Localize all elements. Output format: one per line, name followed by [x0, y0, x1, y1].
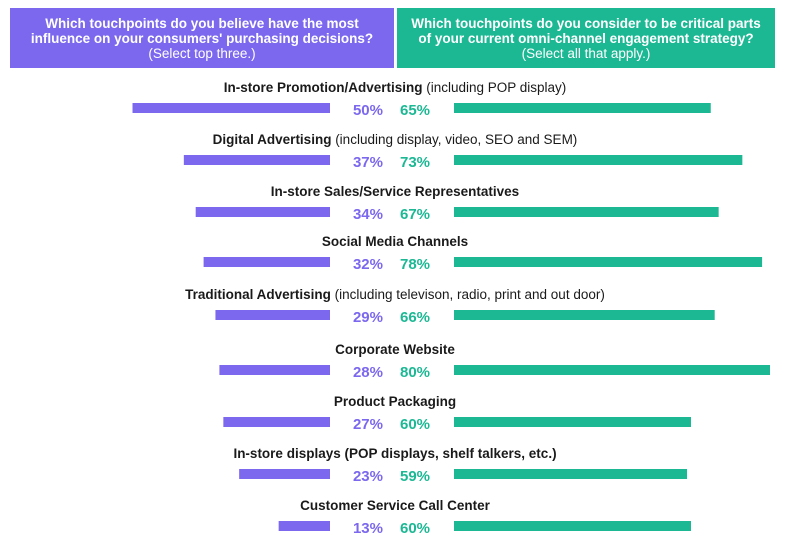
influence-value-label: 23% [353, 468, 383, 485]
chart-row: In-store Sales/Service Representatives 34… [195, 184, 719, 223]
category-label: In-store Promotion/Advertising (includin… [224, 80, 567, 95]
category-label: Corporate Website [335, 342, 455, 357]
influence-bar [215, 310, 330, 320]
critical-bar [454, 365, 770, 375]
influence-bar [203, 257, 330, 267]
category-label-suffix: (including POP display) [422, 80, 566, 95]
influence-value-label: 27% [353, 416, 383, 433]
chart-row: In-store Promotion/Advertising (includin… [132, 80, 711, 119]
critical-bar [454, 155, 743, 165]
chart-row: Social Media Channels 32% 78% [203, 234, 763, 273]
critical-value-label: 59% [400, 468, 430, 485]
left-question-header: Which touchpoints do you believe have th… [10, 8, 394, 68]
chart-row: Product Packaging 27% 60% [223, 394, 691, 433]
category-label: Traditional Advertising (including telev… [185, 287, 605, 302]
influence-bar [223, 417, 330, 427]
critical-bar [454, 469, 688, 479]
category-label-bold: In-store displays (POP displays, shelf t… [233, 446, 556, 461]
critical-bar [454, 310, 715, 320]
category-label-bold: Customer Service Call Center [300, 498, 491, 513]
critical-bar [454, 521, 691, 531]
influence-value-label: 13% [353, 520, 383, 537]
chart-row: Corporate Website 28% 80% [219, 342, 770, 381]
category-label: Product Packaging [334, 394, 456, 409]
category-label-suffix: (including televison, radio, print and o… [331, 287, 605, 302]
left-question-text: Which touchpoints do you believe have th… [30, 15, 374, 46]
critical-value-label: 78% [400, 256, 430, 273]
category-label: In-store Sales/Service Representatives [271, 184, 519, 199]
chart-row: Digital Advertising (including display, … [183, 132, 743, 171]
critical-value-label: 65% [400, 102, 430, 119]
category-label-suffix: (including display, video, SEO and SEM) [331, 132, 577, 147]
critical-value-label: 67% [400, 206, 430, 223]
critical-value-label: 73% [400, 154, 430, 171]
left-question-note: (Select top three.) [148, 45, 256, 61]
influence-bar [183, 155, 330, 165]
influence-value-label: 29% [353, 309, 383, 326]
critical-bar [454, 207, 719, 217]
right-question-header: Which touchpoints do you consider to be … [397, 8, 775, 68]
category-label: Digital Advertising (including display, … [213, 132, 578, 147]
critical-value-label: 66% [400, 309, 430, 326]
influence-value-label: 32% [353, 256, 383, 273]
influence-bar [278, 521, 330, 531]
critical-bar [454, 103, 711, 113]
critical-bar [454, 257, 763, 267]
influence-value-label: 28% [353, 364, 383, 381]
right-question-note: (Select all that apply.) [521, 45, 651, 61]
category-label-bold: Corporate Website [335, 342, 455, 357]
influence-value-label: 34% [353, 206, 383, 223]
influence-bar [219, 365, 330, 375]
influence-bar [195, 207, 330, 217]
category-label-bold: Product Packaging [334, 394, 456, 409]
influence-value-label: 37% [353, 154, 383, 171]
critical-bar [454, 417, 691, 427]
category-label: In-store displays (POP displays, shelf t… [233, 446, 556, 461]
right-question-text: Which touchpoints do you consider to be … [411, 15, 761, 46]
chart-row: In-store displays (POP displays, shelf t… [233, 446, 688, 485]
category-label-bold: Digital Advertising [213, 132, 332, 147]
influence-value-label: 50% [353, 102, 383, 119]
category-label-bold: In-store Promotion/Advertising [224, 80, 423, 95]
critical-value-label: 80% [400, 364, 430, 381]
critical-value-label: 60% [400, 520, 430, 537]
butterfly-bar-chart: In-store Promotion/Advertising (includin… [132, 80, 770, 537]
influence-bar [239, 469, 330, 479]
category-label: Social Media Channels [322, 234, 468, 249]
chart-row: Traditional Advertising (including telev… [185, 287, 715, 326]
category-label: Customer Service Call Center [300, 498, 491, 513]
category-label-bold: Social Media Channels [322, 234, 468, 249]
influence-bar [132, 103, 330, 113]
category-label-bold: Traditional Advertising [185, 287, 331, 302]
chart-row: Customer Service Call Center 13% 60% [278, 498, 691, 537]
category-label-bold: In-store Sales/Service Representatives [271, 184, 519, 199]
critical-value-label: 60% [400, 416, 430, 433]
